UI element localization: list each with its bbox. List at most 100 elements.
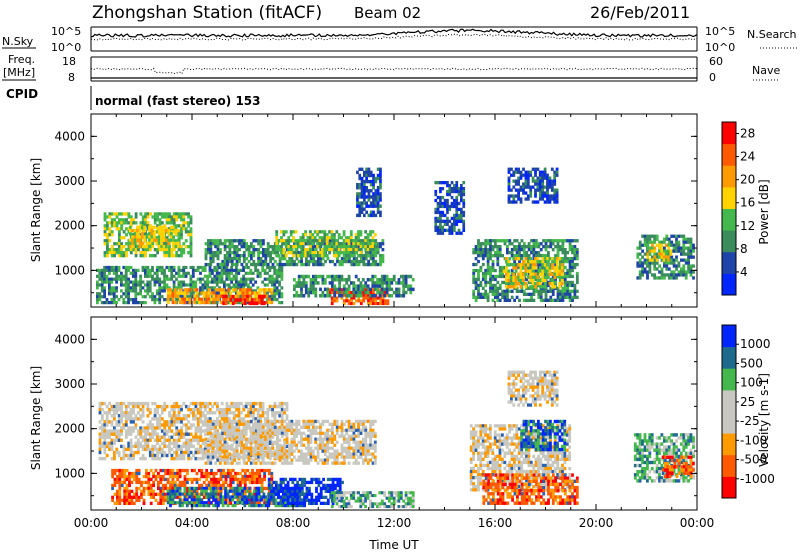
velocity-data	[98, 370, 695, 509]
range-time-cell	[270, 288, 274, 292]
range-time-cell	[262, 254, 265, 258]
range-time-cell	[160, 441, 164, 445]
range-time-cell	[232, 277, 236, 281]
range-time-cell	[175, 441, 179, 445]
range-time-cell	[117, 432, 121, 436]
range-time-cell	[209, 425, 213, 429]
range-time-cell	[207, 239, 210, 243]
range-time-cell	[278, 268, 281, 272]
range-time-cell	[534, 289, 538, 293]
range-time-cell	[242, 404, 246, 409]
range-time-cell	[194, 414, 198, 418]
range-time-cell	[376, 278, 379, 282]
range-time-cell	[280, 268, 284, 272]
range-time-cell	[505, 272, 508, 276]
range-time-cell	[376, 287, 379, 292]
range-time-cell	[199, 456, 203, 461]
range-time-cell	[146, 221, 150, 225]
range-time-cell	[247, 259, 251, 264]
range-time-cell	[369, 262, 373, 267]
range-time-cell	[103, 224, 107, 228]
range-time-cell	[143, 238, 147, 242]
range-time-cell	[290, 259, 294, 264]
range-time-cell	[314, 287, 318, 292]
range-time-cell	[534, 268, 538, 273]
range-time-cell	[369, 204, 373, 208]
range-time-cell	[168, 441, 171, 445]
range-time-cell	[211, 455, 215, 459]
range-time-cell	[153, 429, 157, 433]
range-time-cell	[101, 401, 104, 406]
range-time-cell	[129, 251, 133, 255]
range-time-cell	[662, 258, 666, 262]
range-time-cell	[144, 218, 147, 222]
range-time-cell	[280, 411, 284, 415]
range-time-cell	[129, 453, 133, 458]
range-time-cell	[514, 182, 518, 186]
range-time-cell	[345, 236, 348, 240]
range-time-cell	[496, 292, 500, 296]
range-time-cell	[180, 251, 183, 255]
range-time-cell	[441, 213, 445, 218]
range-time-cell	[136, 444, 140, 449]
range-time-cell	[551, 282, 554, 286]
range-time-cell	[235, 268, 238, 272]
range-time-cell	[206, 280, 209, 284]
range-time-cell	[189, 254, 193, 258]
range-time-cell	[460, 216, 463, 221]
range-time-cell	[655, 237, 659, 241]
range-time-cell	[357, 233, 360, 237]
range-time-cell	[256, 411, 260, 415]
range-time-cell	[141, 280, 145, 284]
range-time-cell	[110, 268, 114, 272]
range-time-cell	[115, 286, 118, 290]
range-time-cell	[446, 219, 449, 223]
range-time-cell	[575, 274, 579, 279]
range-time-cell	[347, 236, 351, 240]
range-time-cell	[120, 271, 123, 275]
range-time-cell	[350, 294, 353, 298]
range-time-cell	[293, 259, 296, 264]
range-time-cell	[230, 271, 233, 275]
range-time-cell	[189, 236, 193, 240]
range-time-cell	[124, 420, 128, 424]
range-time-cell	[364, 236, 368, 240]
range-time-cell	[209, 422, 213, 426]
range-time-cell	[233, 239, 237, 243]
range-time-cell	[273, 292, 277, 296]
range-time-cell	[160, 453, 164, 458]
range-time-cell	[646, 255, 650, 259]
range-time-cell	[374, 204, 378, 208]
range-time-cell	[260, 298, 264, 302]
range-time-cell	[117, 414, 121, 418]
range-time-cell	[360, 259, 363, 264]
range-time-cell	[214, 242, 217, 246]
range-time-cell	[653, 273, 657, 277]
range-time-cell	[199, 447, 203, 452]
range-time-cell	[342, 239, 346, 243]
range-time-cell	[170, 215, 174, 219]
range-time-cell	[687, 246, 690, 250]
range-time-cell	[294, 248, 298, 252]
range-time-cell	[165, 438, 169, 442]
range-time-cell	[146, 265, 150, 270]
range-time-cell	[689, 267, 693, 271]
range-time-cell	[472, 248, 476, 252]
range-time-cell	[566, 239, 570, 243]
range-time-cell	[328, 294, 332, 298]
range-time-cell	[223, 283, 226, 287]
range-time-cell	[491, 265, 495, 270]
range-time-cell	[280, 265, 284, 270]
range-time-cell	[307, 294, 311, 298]
range-time-cell	[199, 404, 203, 409]
range-time-cell	[124, 295, 128, 299]
range-time-cell	[675, 273, 678, 277]
range-time-cell	[358, 192, 362, 196]
range-time-cell	[297, 239, 300, 243]
range-time-cell	[196, 265, 200, 270]
range-time-cell	[156, 411, 159, 415]
range-time-cell	[379, 259, 382, 264]
range-time-cell	[338, 262, 342, 267]
range-time-cell	[371, 254, 375, 258]
range-time-cell	[103, 218, 107, 222]
